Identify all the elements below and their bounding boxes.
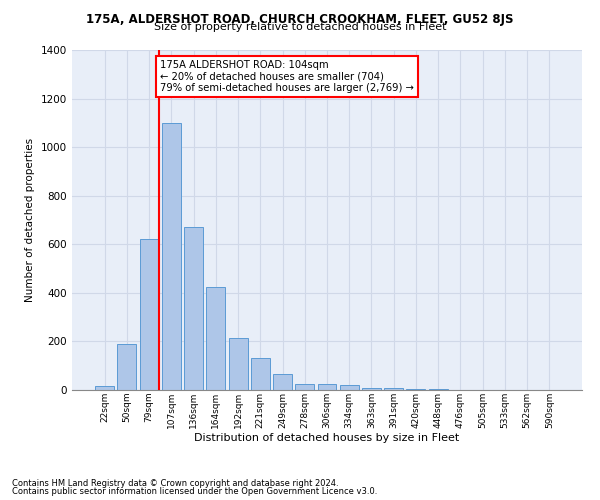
Text: 175A ALDERSHOT ROAD: 104sqm
← 20% of detached houses are smaller (704)
79% of se: 175A ALDERSHOT ROAD: 104sqm ← 20% of det… (160, 60, 413, 93)
Bar (95, 386, 114, 390)
Bar (317, 384, 337, 390)
Bar (162, 123, 181, 390)
Text: 175A, ALDERSHOT ROAD, CHURCH CROOKHAM, FLEET, GU52 8JS: 175A, ALDERSHOT ROAD, CHURCH CROOKHAM, F… (86, 12, 514, 26)
Y-axis label: Number of detached properties: Number of detached properties (25, 138, 35, 302)
Bar (295, 384, 314, 390)
Bar (118, 344, 136, 390)
Bar (251, 358, 270, 390)
Bar (273, 374, 292, 390)
Bar (340, 385, 359, 390)
Bar (140, 240, 158, 390)
X-axis label: Distribution of detached houses by size in Fleet: Distribution of detached houses by size … (194, 434, 460, 444)
Bar (184, 228, 203, 390)
Bar (362, 388, 381, 390)
Bar (206, 287, 225, 390)
Text: Contains public sector information licensed under the Open Government Licence v3: Contains public sector information licen… (12, 487, 377, 496)
Text: Size of property relative to detached houses in Fleet: Size of property relative to detached ho… (154, 22, 446, 32)
Bar (384, 388, 403, 390)
Text: Contains HM Land Registry data © Crown copyright and database right 2024.: Contains HM Land Registry data © Crown c… (12, 478, 338, 488)
Bar (229, 338, 248, 390)
Bar (406, 389, 425, 390)
